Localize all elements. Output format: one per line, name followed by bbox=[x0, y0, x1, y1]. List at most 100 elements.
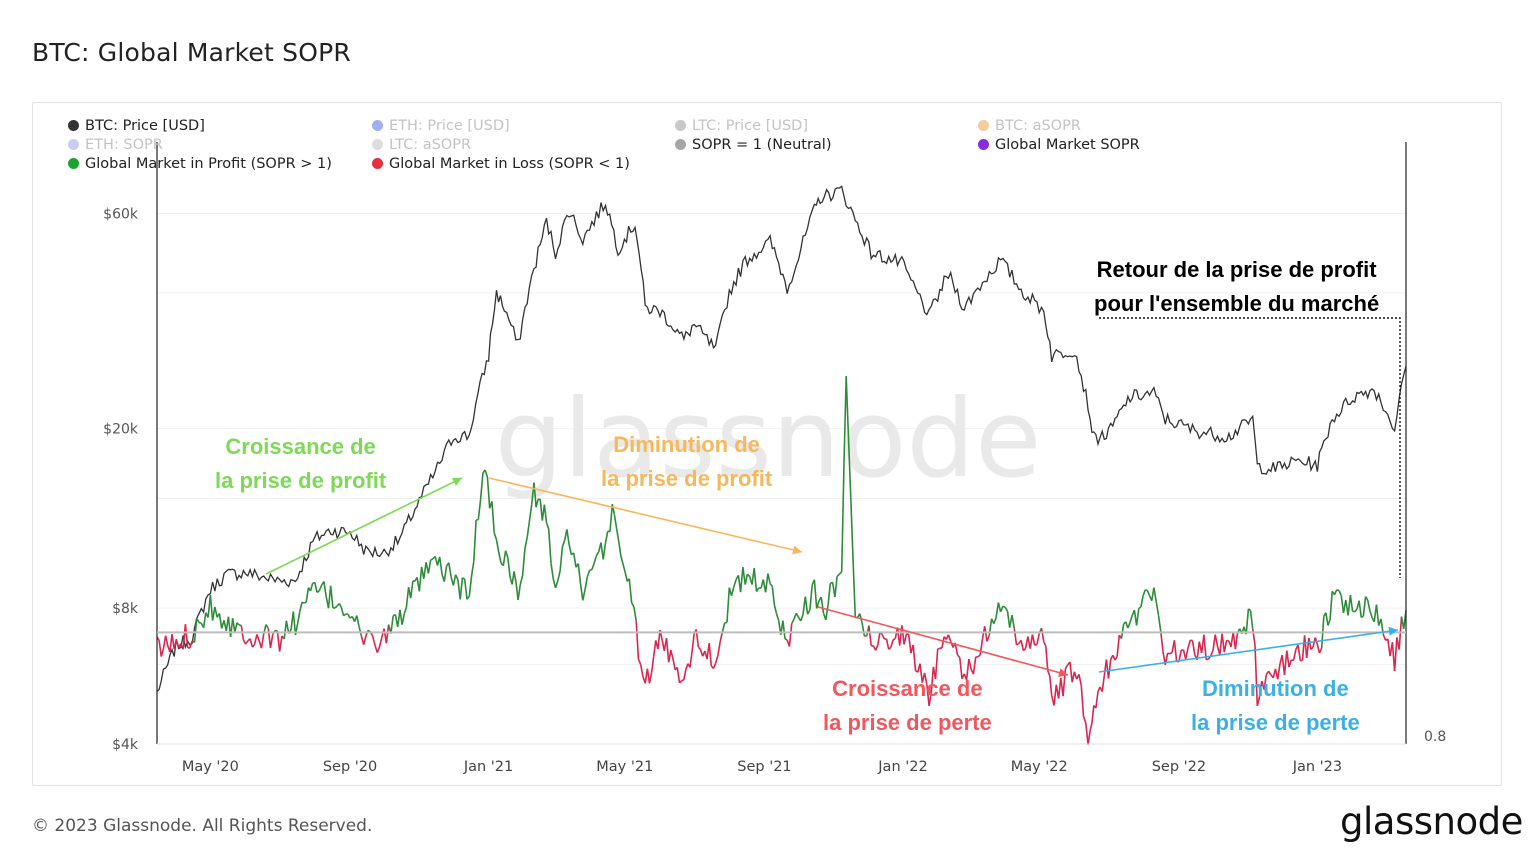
legend-item[interactable]: Global Market in Profit (SOPR > 1) bbox=[68, 156, 332, 172]
annotation-loss-decline-line1: Diminution de bbox=[1202, 676, 1349, 701]
sopr-segment bbox=[175, 639, 180, 648]
sopr-segment bbox=[993, 617, 997, 624]
legend-item[interactable]: BTC: Price [USD] bbox=[68, 118, 205, 134]
sopr-segment bbox=[260, 633, 265, 649]
sopr-segment bbox=[1080, 685, 1085, 717]
sopr-segment bbox=[683, 669, 687, 680]
glassnode-logo: glassnode bbox=[1340, 800, 1523, 843]
sopr-segment bbox=[214, 606, 218, 618]
sopr-segment bbox=[825, 604, 829, 621]
sopr-segment bbox=[972, 656, 977, 675]
sopr-segment bbox=[1091, 705, 1095, 724]
sopr-segment bbox=[158, 640, 163, 657]
sopr-segment bbox=[356, 615, 360, 627]
sopr-segment bbox=[1135, 608, 1140, 626]
sopr-segment bbox=[1034, 643, 1038, 646]
sopr-segment bbox=[1167, 652, 1171, 655]
sopr-segment bbox=[557, 570, 561, 581]
sopr-segment bbox=[775, 613, 780, 621]
sopr-segment bbox=[840, 463, 845, 572]
sopr-segment bbox=[1089, 723, 1093, 732]
legend-item[interactable]: SOPR = 1 (Neutral) bbox=[675, 137, 831, 153]
sopr-segment bbox=[979, 638, 984, 656]
sopr-segment bbox=[827, 583, 832, 605]
sopr-segment bbox=[1375, 604, 1380, 626]
legend-label: ETH: Price [USD] bbox=[389, 118, 510, 134]
sopr-segment bbox=[459, 577, 464, 600]
sopr-segment bbox=[1249, 610, 1254, 629]
sopr-segment bbox=[507, 557, 511, 578]
legend-dot bbox=[372, 120, 383, 131]
sopr-segment bbox=[1013, 628, 1018, 646]
sopr-segment bbox=[1196, 641, 1201, 660]
sopr-segment bbox=[329, 585, 334, 608]
sopr-segment bbox=[850, 497, 854, 559]
sopr-segment bbox=[231, 618, 236, 633]
sopr-segment bbox=[937, 647, 941, 650]
legend-item[interactable]: LTC: aSOPR bbox=[372, 137, 471, 153]
sopr-segment bbox=[292, 611, 297, 635]
chart-axes: $4k $8k $20k $60k 0.8 May '20 Sep '20 Jan '21 Ma… bbox=[103, 142, 1446, 775]
legend-item[interactable]: LTC: Price [USD] bbox=[675, 118, 808, 134]
sopr-segment bbox=[1191, 640, 1196, 655]
sopr-segment bbox=[314, 582, 318, 593]
arrow-loss-decline bbox=[1098, 629, 1399, 673]
sopr-segment bbox=[1071, 671, 1076, 683]
sopr-segment bbox=[251, 643, 256, 648]
sopr-segment bbox=[742, 567, 746, 585]
sopr-segment bbox=[470, 561, 475, 577]
sopr-segment bbox=[652, 640, 657, 657]
sopr-segment bbox=[928, 691, 933, 706]
sopr-segment bbox=[193, 618, 198, 643]
sopr-segment bbox=[164, 635, 169, 646]
chart-card bbox=[32, 102, 1502, 786]
sopr-segment bbox=[838, 571, 843, 575]
sopr-segment bbox=[495, 539, 500, 553]
sopr-segment bbox=[374, 644, 379, 653]
legend-item[interactable]: Global Market SOPR bbox=[978, 137, 1140, 153]
sopr-segment bbox=[584, 576, 589, 590]
sopr-segment bbox=[1286, 650, 1290, 668]
annotation-profit-growth: Croissance de la prise de profit bbox=[215, 430, 386, 498]
sopr-segment bbox=[646, 668, 651, 684]
sopr-segment bbox=[912, 644, 917, 671]
legend-label: BTC: aSOPR bbox=[995, 118, 1081, 134]
sopr-segment bbox=[519, 575, 524, 585]
sopr-segment bbox=[554, 580, 559, 589]
sopr-segment bbox=[1292, 649, 1297, 661]
sopr-segment bbox=[877, 631, 881, 646]
legend-item[interactable]: ETH: Price [USD] bbox=[372, 118, 510, 134]
y-tick-label: $60k bbox=[103, 206, 139, 222]
legend-item[interactable]: ETH: SOPR bbox=[68, 137, 163, 153]
legend-dot bbox=[68, 139, 79, 150]
sopr-segment bbox=[733, 579, 737, 588]
sopr-segment bbox=[784, 638, 788, 641]
x-tick-label: Sep '22 bbox=[1152, 759, 1206, 775]
sopr-segment bbox=[926, 684, 930, 706]
sopr-segment bbox=[283, 620, 288, 639]
sopr-segment bbox=[708, 643, 713, 667]
sopr-segment bbox=[1064, 664, 1069, 670]
annotation-loss-decline-line2: la prise de perte bbox=[1191, 710, 1360, 735]
btc-price-line bbox=[156, 185, 1407, 692]
sopr-segment bbox=[986, 634, 991, 642]
sopr-segment bbox=[1153, 587, 1157, 602]
legend-dot bbox=[675, 120, 686, 131]
legend-item[interactable]: BTC: aSOPR bbox=[978, 118, 1081, 134]
sopr-segment bbox=[681, 678, 685, 682]
legend-item[interactable]: Global Market in Loss (SOPR < 1) bbox=[372, 156, 630, 172]
sopr-segment bbox=[1263, 674, 1268, 690]
annotation-loss-growth-line2: la prise de perte bbox=[823, 710, 992, 735]
sopr-segment bbox=[443, 566, 448, 582]
sopr-segment bbox=[276, 630, 281, 652]
sopr-segment bbox=[965, 659, 970, 680]
sopr-segment bbox=[650, 656, 655, 673]
sopr-segment bbox=[1212, 634, 1216, 651]
sopr-segment bbox=[968, 658, 972, 670]
sopr-segment bbox=[452, 574, 457, 586]
sopr-segment bbox=[265, 624, 269, 629]
sopr-segment bbox=[582, 589, 586, 601]
sopr-segment bbox=[712, 662, 717, 669]
sopr-segment bbox=[477, 499, 482, 520]
sopr-segment bbox=[1016, 642, 1020, 646]
